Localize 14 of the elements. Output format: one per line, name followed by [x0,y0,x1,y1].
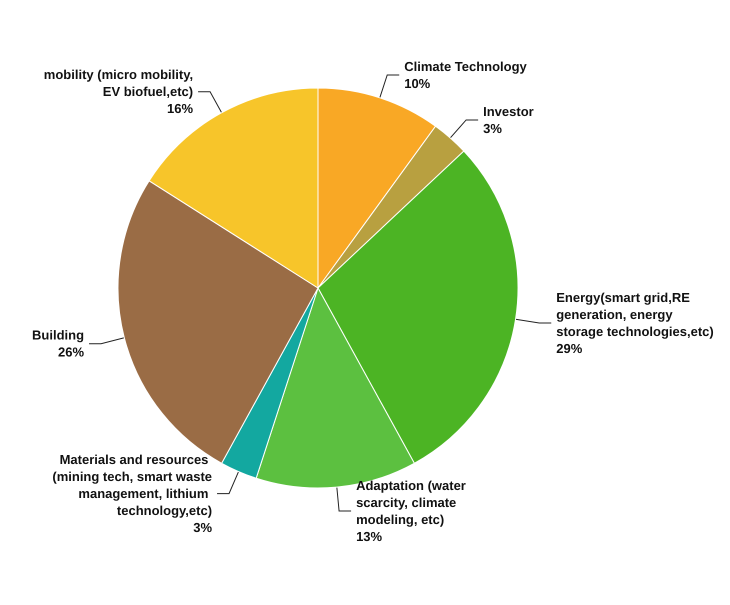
slice-label: Climate Technology [404,58,528,74]
data-label: 29% [556,341,583,356]
slice-label: mobility (micro mobility,EV biofuel,etc) [44,67,194,100]
data-label: 16% [167,101,194,116]
data-label: 3% [483,120,502,136]
slice-label: Materials and resources (mining tech, smart waste management, lithium technology,etc) [52,452,212,518]
data-label: 13% [356,529,383,544]
data-label: 26% [58,344,84,360]
slice-label: Adaptation (water scarcity, climate modeling, etc) [356,478,470,528]
slice-label: Building [32,328,84,343]
data-label: 10% [404,76,431,91]
slice-label: Investor [483,104,534,119]
data-label: 3% [193,520,212,536]
slice-label: Energy(smart grid,RE generation, energy storage technologies,etc) [556,290,714,340]
